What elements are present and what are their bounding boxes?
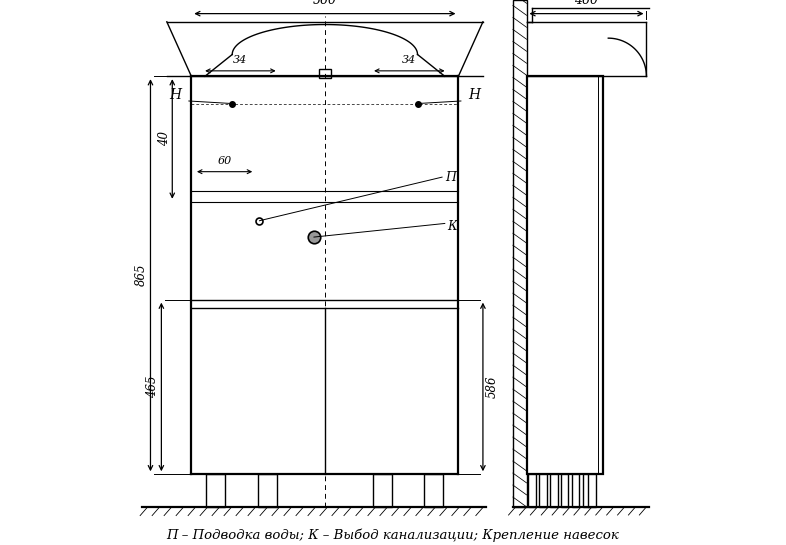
Text: 40: 40 bbox=[158, 131, 171, 147]
Bar bbox=[258, 474, 277, 507]
Bar bbox=[319, 69, 331, 78]
Text: 34: 34 bbox=[402, 56, 417, 65]
Bar bbox=[561, 474, 568, 507]
Text: H: H bbox=[468, 88, 481, 102]
Bar bbox=[373, 474, 391, 507]
Bar bbox=[550, 474, 557, 507]
Text: 460: 460 bbox=[575, 0, 598, 7]
Text: П: П bbox=[445, 171, 456, 184]
Text: 560: 560 bbox=[313, 0, 337, 7]
Bar bbox=[424, 474, 443, 507]
Bar bbox=[528, 474, 536, 507]
Text: К: К bbox=[447, 220, 457, 233]
Bar bbox=[539, 474, 547, 507]
Text: П – Подводка воды; К – Выбод канализации; Крепление навесок: П – Подводка воды; К – Выбод канализации… bbox=[167, 529, 619, 542]
Bar bbox=[527, 76, 603, 474]
Bar bbox=[513, 0, 527, 507]
Bar bbox=[588, 474, 596, 507]
Text: H: H bbox=[169, 88, 181, 102]
Text: 34: 34 bbox=[233, 56, 248, 65]
Bar bbox=[207, 474, 226, 507]
Text: 865: 865 bbox=[134, 264, 148, 287]
Bar bbox=[582, 474, 590, 507]
Bar bbox=[571, 474, 579, 507]
Text: 465: 465 bbox=[145, 376, 159, 398]
Text: 60: 60 bbox=[218, 156, 232, 166]
Text: 586: 586 bbox=[486, 376, 498, 398]
